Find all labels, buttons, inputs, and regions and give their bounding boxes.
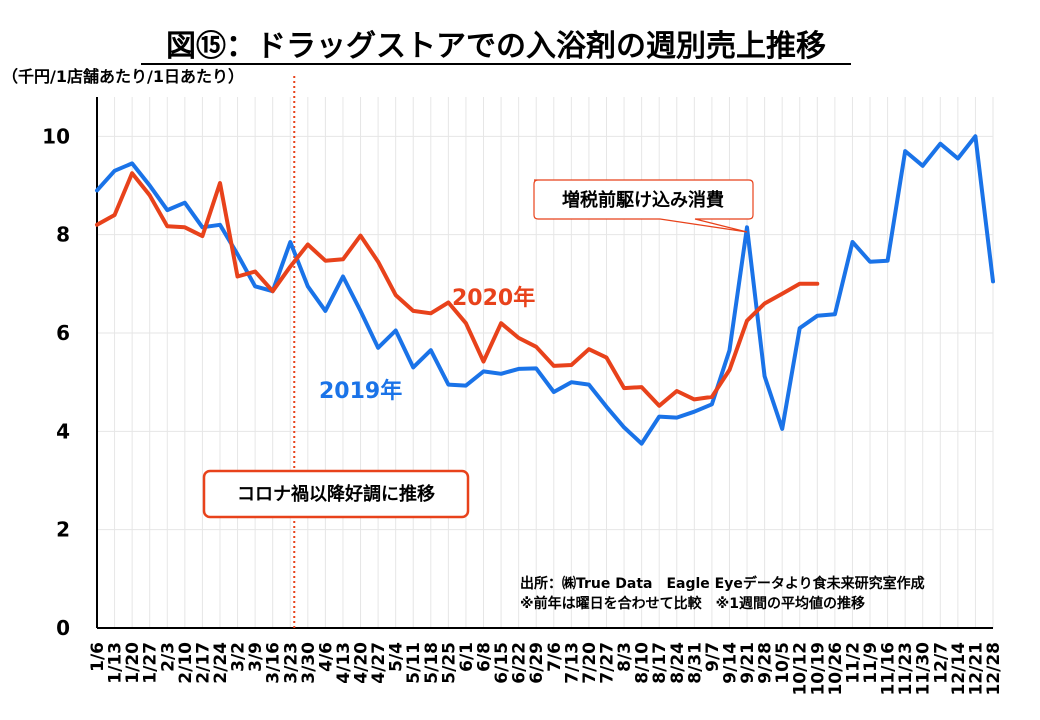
x-tick-label: 7/20 (580, 642, 600, 684)
covid-box-frame (202, 469, 470, 519)
x-tick-label: 6/29 (527, 642, 547, 684)
x-tick-labels: 1/61/131/201/272/32/102/172/243/23/93/16… (88, 642, 1004, 696)
chart-title: 図⑮：ドラッグストアでの入浴剤の週別売上推移 (166, 29, 826, 64)
x-tick-label: 1/27 (141, 642, 161, 684)
x-tick-label: 4/20 (352, 642, 372, 684)
x-tick-label: 6/15 (492, 642, 512, 684)
x-tick-label: 3/9 (246, 642, 266, 672)
x-tick-label: 10/26 (826, 642, 846, 696)
tax-callout: 増税前駆け込み消費 (533, 179, 754, 233)
x-tick-label: 3/23 (281, 642, 301, 684)
y-tick-label: 4 (56, 419, 70, 443)
comparison-note: ※前年は曜日を合わせて比較 ※1週間の平均値の推移 (520, 595, 865, 612)
y-tick-label: 0 (56, 616, 70, 640)
x-tick-label: 2/3 (158, 642, 178, 672)
x-tick-label: 1/6 (88, 642, 108, 672)
x-tick-label: 11/23 (896, 642, 916, 696)
x-tick-label: 9/14 (720, 642, 740, 684)
series-2019-line (95, 134, 995, 446)
x-tick-label: 6/22 (510, 642, 530, 684)
x-tick-label: 11/30 (914, 642, 934, 696)
axes (96, 97, 993, 629)
x-tick-label: 5/4 (387, 642, 407, 672)
x-tick-label: 5/11 (404, 642, 424, 684)
x-tick-label: 8/31 (685, 642, 705, 684)
x-tick-label: 12/28 (984, 642, 1004, 696)
x-tick-label: 2/17 (193, 642, 213, 684)
x-tick-label: 3/16 (264, 642, 284, 684)
x-tick-label: 10/5 (773, 642, 793, 684)
source-note: 出所：㈱True Data Eagle Eyeデータより食未来研究室作成 (520, 575, 925, 592)
x-tick-label: 1/20 (123, 642, 143, 684)
y-axis-unit-label: （千円/1店舗あたり/1日あたり） (2, 67, 244, 86)
x-tick-label: 8/10 (633, 642, 653, 684)
tax-callout-bubble (533, 179, 754, 233)
x-tick-label: 3/30 (299, 642, 319, 684)
y-tick-labels: 0 2 4 6 8 10 (42, 124, 70, 640)
x-tick-label: 12/7 (931, 642, 951, 684)
x-tick-label: 8/3 (615, 642, 635, 672)
x-tick-label: 4/13 (334, 642, 354, 684)
x-tick-label: 1/13 (106, 642, 126, 684)
y-tick-label: 2 (56, 518, 70, 542)
y-tick-label: 8 (56, 223, 70, 247)
x-tick-label: 10/12 (791, 642, 811, 696)
covid-box-text: コロナ禍以降好調に推移 (237, 483, 435, 505)
x-tick-label: 12/21 (966, 642, 986, 696)
x-tick-label: 5/18 (422, 642, 442, 684)
legend-2020-label: 2020年 (452, 285, 535, 311)
covid-box: コロナ禍以降好調に推移 (202, 469, 470, 519)
x-tick-label: 7/13 (562, 642, 582, 684)
x-tick-label: 11/9 (861, 642, 881, 684)
x-tick-label: 11/2 (843, 642, 863, 684)
x-tick-label: 5/25 (439, 642, 459, 684)
legend-2019-label: 2019年 (319, 378, 402, 404)
y-tick-label: 6 (56, 321, 70, 345)
x-tick-label: 2/10 (176, 642, 196, 684)
series-2020-line (95, 171, 820, 408)
x-tick-label: 8/24 (668, 642, 688, 684)
x-tick-label: 10/19 (808, 642, 828, 696)
x-tick-label: 7/6 (545, 642, 565, 672)
x-tick-label: 11/16 (879, 642, 899, 696)
x-tick-label: 9/7 (703, 642, 723, 672)
x-tick-label: 7/27 (597, 642, 617, 684)
grid-lines (96, 97, 994, 629)
x-tick-label: 2/24 (211, 642, 231, 684)
y-tick-label: 10 (42, 124, 70, 148)
series-lines (95, 134, 995, 446)
x-tick-label: 9/28 (756, 642, 776, 684)
x-tick-label: 3/2 (229, 642, 249, 672)
x-tick-label: 9/21 (738, 642, 758, 684)
x-tick-label: 4/6 (316, 642, 336, 672)
x-tick-label: 6/8 (475, 642, 495, 672)
x-tick-label: 4/27 (369, 642, 389, 684)
x-tick-label: 8/17 (650, 642, 670, 684)
x-tick-label: 12/14 (949, 642, 969, 696)
tax-callout-text: 増税前駆け込み消費 (562, 189, 724, 211)
x-tick-label: 6/1 (457, 642, 477, 672)
